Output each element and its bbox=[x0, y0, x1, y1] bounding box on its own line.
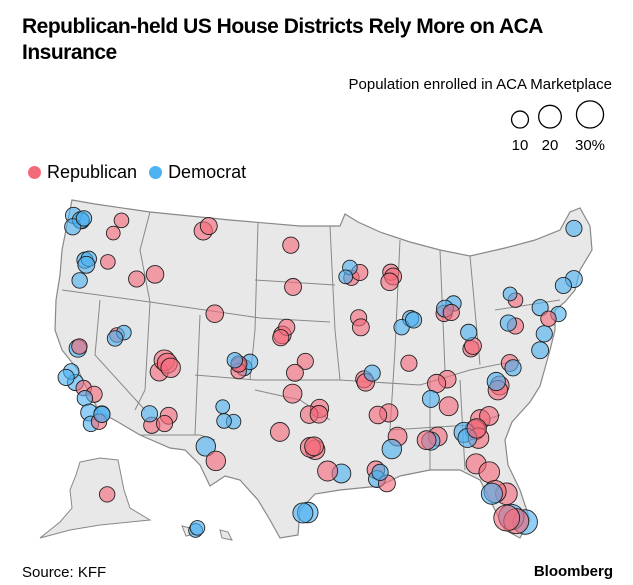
republican-district-bubble bbox=[466, 418, 487, 439]
alaska-shape bbox=[39, 457, 152, 539]
republican-district-bubble bbox=[205, 450, 226, 472]
democrat-district-bubble bbox=[216, 413, 232, 429]
republican-district-bubble bbox=[160, 357, 181, 378]
republican-district-bubble bbox=[317, 460, 339, 482]
legend-label-republican: Republican bbox=[47, 162, 138, 182]
republican-district-bubble bbox=[284, 278, 302, 296]
republican-district-bubble bbox=[272, 329, 290, 347]
republican-swatch bbox=[28, 166, 41, 179]
democrat-district-bubble bbox=[64, 218, 82, 236]
legend-item-republican: Republican bbox=[28, 162, 137, 183]
republican-district-bubble bbox=[71, 338, 88, 355]
democrat-district-bubble bbox=[57, 368, 75, 386]
republican-district-bubble bbox=[416, 430, 437, 451]
democrat-district-bubble bbox=[535, 325, 553, 343]
democrat-district-bubble bbox=[504, 359, 522, 377]
democrat-district-bubble bbox=[71, 272, 88, 289]
republican-district-bubble bbox=[478, 461, 500, 483]
republican-district-bubble bbox=[269, 422, 290, 442]
size-legend-label: 20 bbox=[542, 137, 559, 154]
democrat-district-bubble bbox=[140, 405, 159, 423]
republican-district-bubble bbox=[368, 405, 388, 425]
chart-title: Republican-held US House Districts Rely … bbox=[22, 15, 543, 64]
size-legend-label: 30% bbox=[575, 137, 605, 154]
size-legend-title: Population enrolled in ACA Marketplace bbox=[348, 76, 613, 93]
republican-district-bubble bbox=[205, 304, 224, 323]
democrat-district-bubble bbox=[565, 219, 583, 237]
source-note: Source: KFF bbox=[22, 564, 107, 581]
legend-item-democrat: Democrat bbox=[149, 162, 246, 183]
democrat-district-bubble bbox=[226, 352, 243, 369]
size-legend-circle bbox=[510, 110, 530, 129]
size-legend: 10 20 30% bbox=[510, 100, 605, 154]
republican-district-bubble bbox=[113, 212, 130, 229]
republican-district-bubble bbox=[99, 486, 116, 503]
democrat-district-bubble bbox=[93, 405, 111, 423]
district-bubbles bbox=[57, 206, 583, 538]
democrat-district-bubble bbox=[421, 390, 440, 408]
republican-district-bubble bbox=[156, 415, 174, 433]
democrat-district-bubble bbox=[480, 482, 503, 505]
republican-district-bubble bbox=[380, 272, 399, 292]
democrat-district-bubble bbox=[405, 311, 423, 329]
democrat-district-bubble bbox=[215, 399, 231, 415]
legend-label-democrat: Democrat bbox=[168, 162, 247, 182]
republican-district-bubble bbox=[479, 406, 499, 426]
brand-logo: Bloomberg bbox=[533, 563, 613, 580]
republican-district-bubble bbox=[145, 265, 165, 284]
republican-district-bubble bbox=[199, 217, 218, 235]
democrat-district-bubble bbox=[460, 323, 478, 341]
democrat-district-bubble bbox=[106, 330, 124, 347]
republican-district-bubble bbox=[493, 504, 521, 532]
size-legend-label: 10 bbox=[512, 137, 529, 154]
democrat-district-bubble bbox=[554, 276, 572, 295]
republican-district-bubble bbox=[400, 354, 418, 372]
democrat-district-bubble bbox=[499, 314, 517, 332]
democrat-district-bubble bbox=[371, 463, 389, 481]
democrat-district-bubble bbox=[363, 364, 381, 382]
republican-district-bubble bbox=[427, 373, 447, 394]
republican-district-bubble bbox=[282, 236, 300, 254]
democrat-district-bubble bbox=[189, 520, 206, 536]
republican-district-bubble bbox=[282, 383, 303, 404]
democrat-district-bubble bbox=[77, 255, 96, 274]
size-legend-circle bbox=[538, 104, 562, 129]
democrat-district-bubble bbox=[381, 438, 402, 460]
democrat-district-bubble bbox=[292, 502, 314, 524]
republican-district-bubble bbox=[105, 225, 121, 241]
democrat-district-bubble bbox=[195, 436, 216, 457]
republican-district-bubble bbox=[540, 310, 557, 327]
democrat-district-bubble bbox=[502, 286, 518, 302]
republican-district-bubble bbox=[438, 396, 459, 417]
republican-district-bubble bbox=[309, 405, 329, 424]
democrat-district-bubble bbox=[531, 299, 549, 317]
democrat-swatch bbox=[149, 166, 163, 179]
republican-district-bubble bbox=[286, 363, 304, 382]
color-legend: Republican Democrat bbox=[28, 162, 258, 183]
us-map bbox=[39, 199, 593, 541]
democrat-district-bubble bbox=[531, 341, 550, 360]
democrat-district-bubble bbox=[486, 371, 506, 392]
republican-district-bubble bbox=[296, 352, 314, 370]
democrat-district-bubble bbox=[338, 269, 354, 285]
republican-district-bubble bbox=[442, 303, 460, 322]
republican-district-bubble bbox=[128, 270, 146, 288]
republican-district-bubble bbox=[100, 254, 116, 270]
republican-district-bubble bbox=[351, 318, 370, 337]
size-legend-circle bbox=[575, 100, 605, 129]
democrat-district-bubble bbox=[75, 210, 93, 227]
democrat-district-bubble bbox=[76, 390, 94, 407]
republican-district-bubble bbox=[304, 436, 324, 457]
